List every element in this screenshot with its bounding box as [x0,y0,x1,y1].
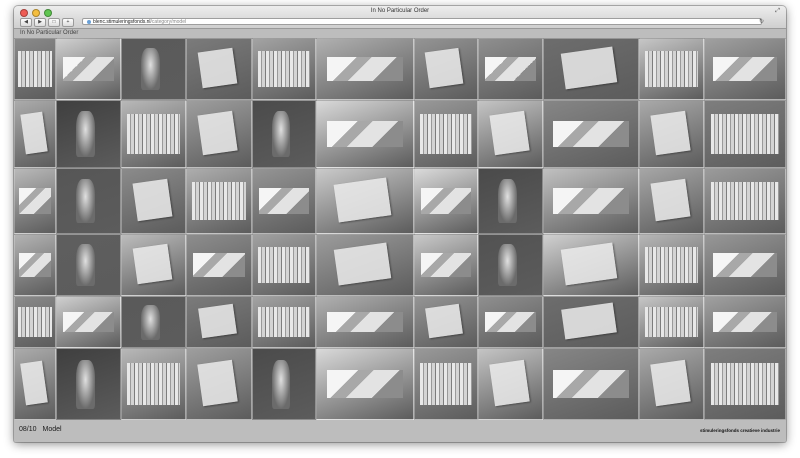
photo-tile[interactable] [704,38,786,100]
bottom-bar: 08/10 Model stimuleringsfonds creatieve i… [14,420,786,442]
photo-tile[interactable] [186,100,252,168]
photo-tile[interactable] [543,348,639,420]
add-bookmark-button[interactable]: + [62,18,74,27]
photo-tile[interactable] [543,168,639,234]
photo-tile[interactable] [478,38,543,100]
navigation-buttons: ◀ ▶ □ + [20,18,74,27]
credit-link[interactable]: stimuleringsfonds creatieve industrie [699,428,780,433]
photo-tile[interactable] [121,296,186,348]
reload-icon[interactable]: ↻ [758,19,764,25]
photo-tile[interactable] [639,348,704,420]
photo-tile[interactable] [543,38,639,100]
photo-tile[interactable] [14,100,56,168]
photo-tile[interactable] [252,168,316,234]
photo-tile[interactable] [639,296,704,348]
photo-tile[interactable] [478,168,543,234]
photo-tile[interactable] [252,234,316,296]
pager-count: 08/10 [19,426,37,433]
photo-tile[interactable] [121,38,186,100]
photo-tile[interactable] [543,100,639,168]
photo-tile[interactable] [56,100,121,168]
photo-tile[interactable] [316,168,414,234]
photo-tile[interactable] [56,234,121,296]
photo-tile[interactable] [252,38,316,100]
photo-tile[interactable] [56,348,121,420]
photo-tile[interactable] [252,100,316,168]
title-bar: In No Particular Order ⤢ ◀ ▶ □ + blenc.s… [14,6,786,29]
site-title[interactable]: In No Particular Order [20,30,79,36]
fullscreen-icon[interactable]: ⤢ [775,8,780,14]
window-title: In No Particular Order [370,8,430,14]
globe-icon [87,20,91,24]
photo-tile[interactable] [14,296,56,348]
photo-tile[interactable] [186,234,252,296]
photo-tile[interactable] [56,296,121,348]
reader-button[interactable]: □ [48,18,60,27]
category-indicator: 08/10 Model [19,426,62,433]
zoom-window-button[interactable] [44,9,52,17]
photo-tile[interactable] [316,38,414,100]
photo-tile[interactable] [478,296,543,348]
photo-tile[interactable] [186,296,252,348]
photo-tile[interactable] [704,348,786,420]
photo-tile[interactable] [14,38,56,100]
category-label[interactable]: Model [42,426,62,433]
address-path: /category/model [150,19,187,25]
back-button[interactable]: ◀ [20,18,32,27]
photo-tile[interactable] [186,168,252,234]
photo-tile[interactable] [543,234,639,296]
photo-tile[interactable] [186,348,252,420]
photo-tile[interactable] [121,234,186,296]
photo-tile[interactable] [14,234,56,296]
photo-tile[interactable] [639,38,704,100]
browser-window: In No Particular Order ⤢ ◀ ▶ □ + blenc.s… [14,6,786,442]
photo-tile[interactable] [478,234,543,296]
photo-tile[interactable] [186,38,252,100]
photo-tile[interactable] [121,168,186,234]
photo-tile[interactable] [316,296,414,348]
photo-tile[interactable] [414,348,478,420]
close-window-button[interactable] [20,9,28,17]
photo-tile[interactable] [252,296,316,348]
photo-mosaic [14,38,786,420]
photo-tile[interactable] [414,296,478,348]
photo-tile[interactable] [14,168,56,234]
photo-tile[interactable] [316,100,414,168]
photo-tile[interactable] [704,234,786,296]
photo-tile[interactable] [639,234,704,296]
forward-button[interactable]: ▶ [34,18,46,27]
address-bar[interactable]: blenc.stimuleringsfonds.nl/category/mode… [82,18,762,25]
photo-tile[interactable] [56,38,121,100]
photo-tile[interactable] [414,38,478,100]
photo-tile[interactable] [316,348,414,420]
photo-tile[interactable] [704,168,786,234]
photo-tile[interactable] [14,348,56,420]
photo-tile[interactable] [478,348,543,420]
photo-tile[interactable] [121,348,186,420]
photo-tile[interactable] [704,100,786,168]
photo-tile[interactable] [639,100,704,168]
photo-tile[interactable] [414,100,478,168]
photo-tile[interactable] [56,168,121,234]
window-controls [20,9,52,17]
photo-tile[interactable] [704,296,786,348]
address-host: blenc.stimuleringsfonds.nl [93,19,151,25]
photo-tile[interactable] [414,168,478,234]
photo-tile[interactable] [316,234,414,296]
page-viewport: In No Particular Order 08/10 Model stimul… [14,29,786,442]
photo-tile[interactable] [639,168,704,234]
minimize-window-button[interactable] [32,9,40,17]
photo-tile[interactable] [252,348,316,420]
photo-tile[interactable] [121,100,186,168]
photo-tile[interactable] [543,296,639,348]
photo-tile[interactable] [414,234,478,296]
photo-tile[interactable] [478,100,543,168]
